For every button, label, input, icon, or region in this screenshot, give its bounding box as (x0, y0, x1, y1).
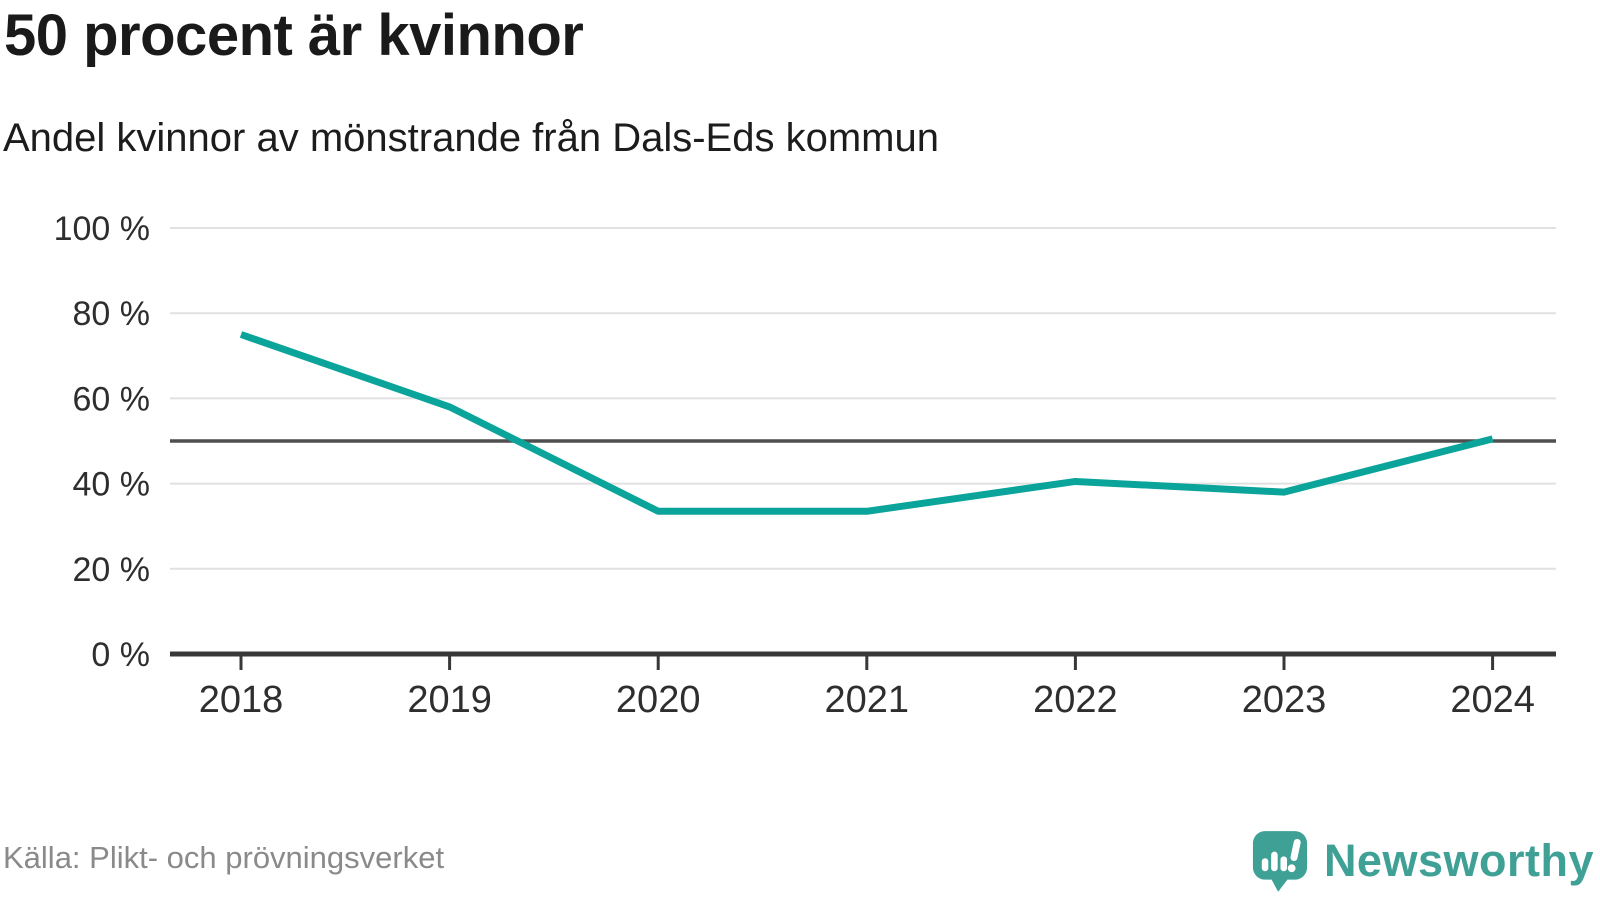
x-tick-label: 2019 (407, 679, 492, 721)
source-note: Källa: Plikt- och prövningsverket (3, 840, 445, 875)
x-tick-label: 2022 (1033, 679, 1118, 721)
chart-subtitle: Andel kvinnor av mönstrande från Dals-Ed… (3, 116, 939, 160)
x-tick-label: 2024 (1450, 679, 1535, 721)
newsworthy-wordmark: Newsworthy (1323, 835, 1594, 886)
x-tick-label: 2021 (825, 679, 910, 721)
y-tick-label: 20 % (73, 551, 151, 589)
y-tick-label: 100 % (54, 210, 150, 248)
newsworthy-logo: Newsworthy (1252, 830, 1594, 892)
y-tick-label: 80 % (73, 295, 151, 333)
x-tick-label: 2018 (199, 679, 284, 721)
y-tick-label: 40 % (73, 466, 151, 504)
y-tick-label: 60 % (73, 380, 151, 418)
newsworthy-bubble-chart-icon (1252, 831, 1308, 892)
x-tick-label: 2023 (1242, 679, 1327, 721)
trend-line (239, 331, 1494, 515)
line-chart: 0 % 20 % 40 % 60 % 80 % 100 % 2018 2019 2020 2021… (54, 210, 1556, 721)
x-tick-label: 2020 (616, 679, 701, 721)
chart-title: 50 procent är kvinnor (4, 3, 584, 68)
y-tick-label: 0 % (91, 636, 150, 674)
